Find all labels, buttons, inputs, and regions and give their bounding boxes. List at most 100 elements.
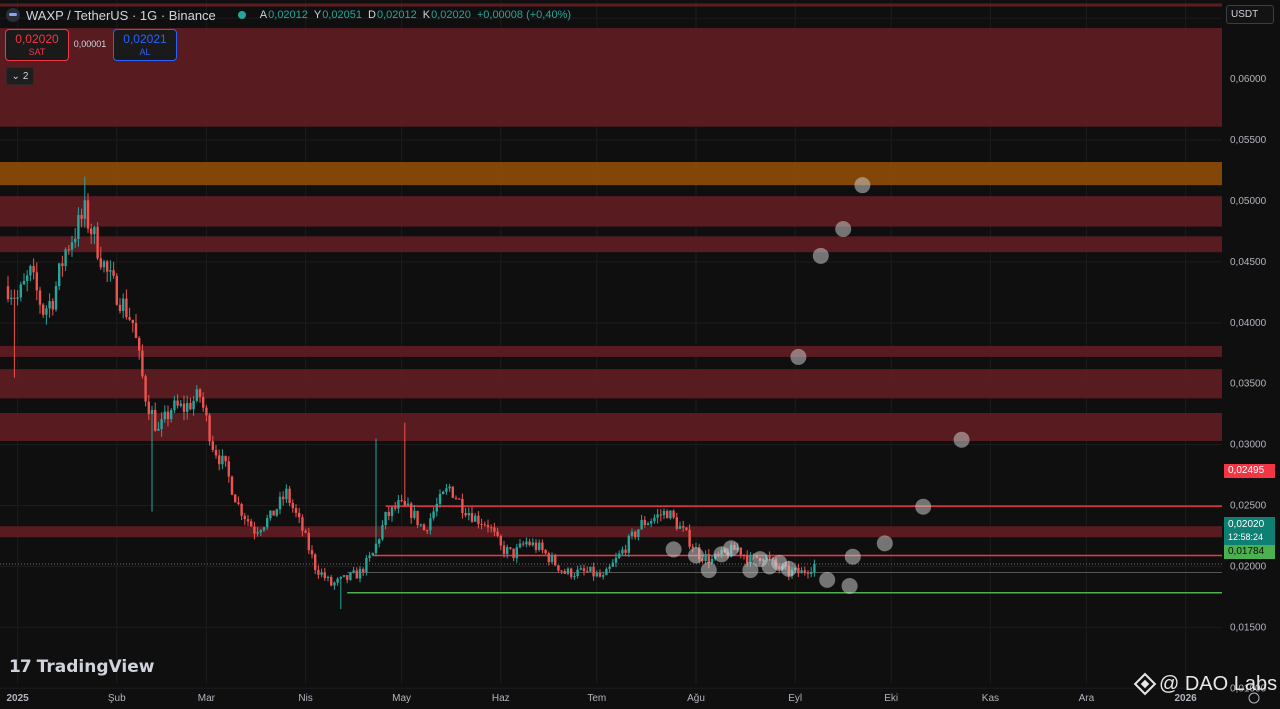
candle-body (144, 376, 147, 402)
candle-body (640, 519, 643, 530)
candle-body (480, 523, 483, 525)
time-axis: 2025 Şub Mar Nis May Haz Tem Ağu Eyl Eki Kas Ara 202… (6, 693, 1197, 704)
price-zone (0, 28, 1222, 127)
candle-body (490, 527, 493, 529)
candle-body (541, 542, 544, 550)
candle-body (365, 557, 368, 573)
candle-body (106, 261, 109, 272)
candle-body (358, 568, 362, 579)
candle-body (496, 531, 499, 536)
candle-body (336, 578, 339, 583)
candle-body (35, 272, 38, 291)
candle-body (605, 568, 608, 576)
candle-body (243, 515, 246, 520)
candle-body (710, 558, 714, 564)
candle-body (432, 511, 435, 519)
time-tick-label: Kas (982, 693, 999, 704)
candle-body (141, 350, 144, 377)
time-tick-label: Nis (298, 693, 312, 704)
candle-body (310, 550, 314, 555)
indicators-toggle-button[interactable]: ⌄ 2 (6, 67, 34, 85)
candle-body (138, 337, 141, 351)
candle-body (646, 523, 650, 526)
candle-body (576, 569, 579, 577)
candle-body (547, 553, 550, 563)
candle-body (602, 575, 605, 577)
candle-body (122, 298, 125, 311)
candle-body (515, 547, 518, 559)
candle-body (682, 526, 685, 528)
candle-body (394, 507, 397, 509)
candle-body (301, 517, 304, 531)
sell-button[interactable]: 0,02020 SAT (5, 29, 69, 61)
candle-body (467, 513, 470, 516)
time-tick-label: Ara (1079, 693, 1095, 704)
symbol-header[interactable]: WAXP / TetherUS · 1G · Binance A0,02012 … (6, 6, 571, 24)
candle-body (592, 566, 595, 577)
candle-body (627, 535, 630, 553)
price-tick-label: 0,04500 (1230, 257, 1267, 268)
candle-body (381, 525, 384, 540)
candle-body (253, 526, 256, 534)
candle-body (598, 573, 602, 577)
time-tick-label: Şub (108, 693, 126, 704)
buy-button[interactable]: 0,02021 AL (113, 29, 177, 61)
projection-point (876, 535, 893, 552)
price-tick-label: 0,03000 (1230, 440, 1267, 451)
candle-body (182, 403, 186, 412)
resistance-price-tag: 0,02495 (1224, 464, 1275, 478)
projection-point (742, 562, 759, 579)
candle-body (534, 542, 538, 550)
candle-body (608, 566, 611, 569)
candle-body (563, 570, 566, 574)
candle-body (176, 400, 179, 406)
candle-body (99, 258, 102, 268)
candle-body (451, 486, 454, 498)
candle-body (429, 518, 432, 531)
candle-body (387, 511, 390, 517)
candle-body (426, 530, 429, 532)
candle-body (413, 510, 416, 518)
candle-body (125, 298, 128, 318)
candle-body (486, 524, 490, 528)
tradingview-watermark[interactable]: 17 TradingView (9, 656, 154, 678)
candle-body (464, 512, 467, 516)
candle-body (397, 500, 400, 509)
candle-body (624, 549, 627, 553)
candle-body (128, 317, 131, 320)
candle-body (333, 582, 336, 586)
tradingview-text: TradingView (36, 657, 155, 677)
wax-logo-icon (6, 8, 20, 22)
candle-body (579, 568, 582, 570)
candle-body (531, 542, 534, 546)
bar-countdown: 12:58:24 (1228, 532, 1264, 542)
candle-body (102, 261, 106, 268)
candle-body (86, 200, 90, 229)
candle-body (374, 543, 378, 554)
candle-body (326, 576, 330, 579)
candle-body (342, 575, 346, 577)
candle-body (198, 389, 202, 398)
candle-body (160, 419, 163, 429)
projection-point (915, 498, 932, 515)
sell-price: 0,02020 (15, 32, 59, 46)
candle-body (419, 524, 422, 526)
candle-body (368, 555, 371, 558)
currency-select[interactable]: USDT (1226, 5, 1274, 24)
time-tick-label: Eyl (788, 693, 802, 704)
candle-body (147, 401, 150, 414)
price-tick-label: 0,02500 (1230, 501, 1267, 512)
candle-body (442, 491, 445, 494)
candle-body (22, 280, 26, 285)
candle-body (48, 301, 51, 309)
candle-body (269, 510, 272, 519)
candle-body (678, 526, 682, 529)
candle-body (362, 568, 365, 573)
candle-body (406, 503, 410, 506)
candle-body (202, 397, 205, 408)
symbol-title: WAXP / TetherUS · 1G · Binance (26, 7, 216, 23)
candle-body (378, 539, 381, 544)
candle-body (400, 500, 403, 502)
candle-body (266, 518, 269, 528)
